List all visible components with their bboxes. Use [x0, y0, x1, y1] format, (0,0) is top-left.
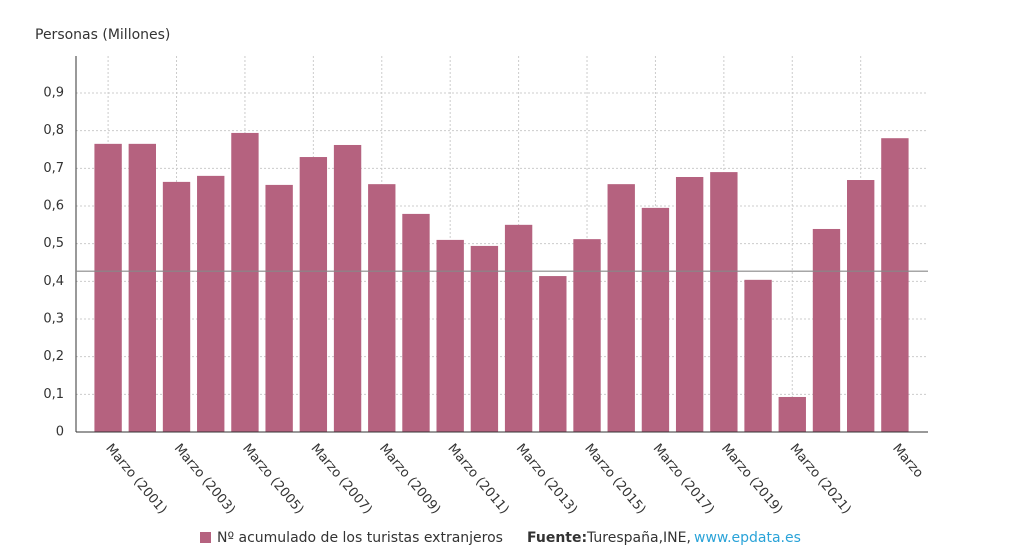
bar [197, 175, 225, 432]
y-tick-label: 0,6 [43, 199, 64, 214]
x-tick-label: Marzo (2009) [376, 441, 443, 517]
bar [299, 157, 328, 433]
bar [607, 184, 635, 432]
y-tick-label: 0,5 [43, 236, 64, 251]
legend-label: Nº acumulado de los turistas extranjeros [217, 530, 503, 546]
x-tick-label: Marzo (2011) [444, 441, 511, 517]
x-tick-label: Marzo (2021) [787, 441, 854, 517]
bar [368, 184, 396, 432]
bar [778, 396, 806, 432]
bar [847, 180, 875, 432]
bar [641, 207, 670, 432]
source-text: Turespaña,INE, [586, 530, 691, 546]
bar [573, 239, 601, 432]
bar [710, 172, 738, 432]
bar [162, 181, 191, 432]
bar [812, 228, 841, 432]
x-tick-label: Marzo [889, 441, 926, 481]
bar [504, 224, 533, 432]
x-tick-label: Marzo (2017) [650, 441, 717, 517]
x-tick-label: Marzo (2005) [239, 441, 306, 517]
y-tick-label: 0,4 [43, 274, 64, 289]
legend: Nº acumulado de los turistas extranjeros… [200, 530, 801, 546]
y-tick-label: 0,9 [43, 86, 64, 101]
bar [333, 144, 362, 433]
x-tick-label: Marzo (2019) [718, 441, 785, 517]
y-tick-label: 0,8 [43, 123, 64, 138]
y-tick-label: 0 [56, 425, 64, 440]
x-tick-label: Marzo (2015) [581, 441, 648, 517]
bar [231, 132, 259, 432]
source-link[interactable]: www.epdata.es [694, 530, 801, 546]
y-axis-title: Personas (Millones) [35, 27, 170, 43]
bar [402, 213, 430, 432]
source-label: Fuente: [527, 530, 587, 546]
bar [539, 276, 567, 432]
bar [470, 245, 499, 432]
legend-swatch [200, 532, 211, 543]
x-tick-label: Marzo (2013) [513, 441, 580, 517]
bar [128, 143, 156, 432]
bar [94, 143, 122, 432]
y-tick-label: 0,7 [43, 161, 64, 176]
x-tick-label: Marzo (2001) [102, 441, 169, 517]
y-tick-label: 0,2 [43, 349, 64, 364]
x-tick-label: Marzo (2007) [308, 441, 375, 517]
bar [881, 138, 909, 432]
bar [265, 184, 293, 432]
bar [744, 279, 772, 432]
y-tick-label: 0,1 [43, 387, 64, 402]
x-tick-label: Marzo (2003) [171, 441, 238, 517]
bar [436, 239, 464, 432]
y-tick-label: 0,3 [43, 312, 64, 327]
bar [675, 176, 704, 432]
